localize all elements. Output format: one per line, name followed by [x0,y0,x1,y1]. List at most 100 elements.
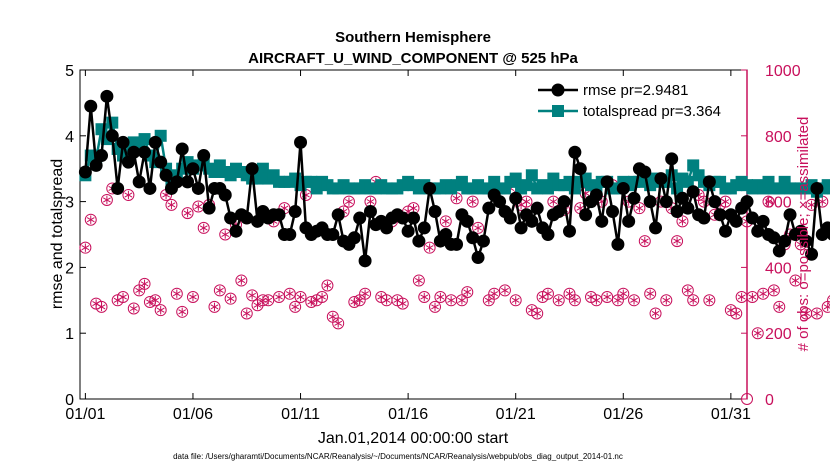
rmse-point [826,228,830,241]
rmse-point [810,181,824,195]
obs-possible-point [751,327,764,340]
legend-box [528,76,740,126]
obs-assimilated-point [210,302,219,312]
obs-possible-point [703,294,716,307]
y-tick-label: 5 [65,63,74,80]
obs-assimilated-point [221,230,230,239]
rmse-point [702,175,716,189]
obs-assimilated-point [420,292,429,302]
obs-possible-point [461,286,474,299]
rmse-point [450,237,464,251]
obs-assimilated-point [248,291,257,300]
obs-assimilated-point [92,299,101,308]
obs-assimilated-point [646,289,655,298]
rmse-point [89,158,103,172]
obs-assimilated-point [549,197,558,206]
obs-assimilated-point [431,302,439,312]
rmse-point [482,201,496,215]
obs-possible-point [671,235,684,248]
obs-assimilated-point [436,292,445,302]
obs-possible-point [617,287,630,300]
obs-assimilated-point [86,215,95,224]
rmse-point [675,191,689,205]
obs-assimilated-point [823,302,830,312]
rmse-point [616,181,630,195]
rmse-point [224,211,238,225]
rmse-point [622,214,636,228]
obs-assimilated-point [732,309,741,318]
obs-possible-point [246,289,259,302]
rmse-point [218,188,232,202]
rmse-point [380,221,394,235]
obs-assimilated-point [527,305,536,315]
obs-assimilated-point [630,296,638,305]
obs-assimilated-point [129,304,138,313]
obs-possible-point [176,305,189,318]
x-tick-label: 01/16 [388,406,428,423]
obs-assimilated-point [614,296,622,305]
rmse-point [251,214,265,228]
obs-possible-point [805,198,818,211]
y-tick-label: 2 [65,260,74,277]
spread-point [827,182,830,195]
obs-assimilated-point [570,296,579,305]
obs-possible-point [138,277,151,290]
obs-assimilated-point [377,292,386,302]
obs-assimilated-point [726,305,735,315]
obs-assimilated-point [501,286,509,295]
obs-assimilated-point [183,208,192,218]
rmse-point [665,152,679,166]
obs-assimilated-point [355,296,364,305]
obs-possible-point [466,195,479,208]
spread-point [251,172,264,185]
obs-assimilated-point [791,276,800,285]
rmse-point [606,204,620,218]
obs-assimilated-point [721,197,730,206]
obs-assimilated-point [119,292,127,302]
chart-title: Southern Hemisphere [335,29,491,46]
spread-point [138,133,151,146]
obs-possible-point [332,317,345,330]
rmse-point [326,228,340,241]
obs-assimilated-point [683,286,692,295]
obs-possible-point [208,300,221,313]
rmse-point [143,181,157,195]
obs-possible-point [660,294,673,307]
y-tick-label: 0 [65,392,74,409]
obs-assimilated-point [253,301,262,310]
rmse-point [756,214,770,228]
obs-possible-point [810,307,823,320]
obs-assimilated-point [215,286,224,295]
rmse-point [78,165,92,179]
y-tick-label: 4 [65,129,74,146]
obs-possible-point [170,287,183,300]
rmse-point [772,244,786,258]
obs-possible-point [235,274,248,287]
rmse-point [396,211,410,225]
obs-possible-point [240,307,253,320]
y2-tick-label: 600 [765,195,792,212]
obs-possible-point [649,307,662,320]
obs-possible-point [552,294,565,307]
rmse-point [170,175,184,189]
legend-spread-label: totalspread pr=3.364 [583,103,721,120]
obs-possible-point [423,241,436,254]
rmse-point [476,234,490,248]
obs-assimilated-point [441,217,450,226]
rmse-point [670,204,684,218]
obs-assimilated-point [124,190,133,200]
obs-possible-point [79,241,92,254]
obs-assimilated-point [398,299,407,308]
obs-possible-point [342,195,355,208]
obs-possible-point [762,195,775,208]
rmse-point [460,214,474,228]
obs-assimilated-point [102,195,111,205]
obs-possible-point [283,287,296,300]
rmse-point [272,208,286,222]
obs-assimilated-point [189,292,197,302]
rmse-point [202,201,216,215]
rmse-point [471,251,485,265]
obs-assimilated-point [409,203,418,213]
y-tick-label: 1 [65,326,74,343]
obs-assimilated-point [802,309,811,318]
